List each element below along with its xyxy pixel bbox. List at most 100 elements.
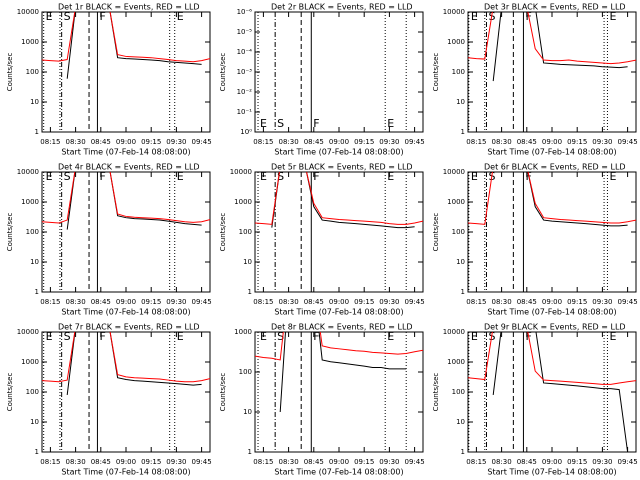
y-tick-label: 1000 — [21, 358, 39, 366]
x-tick-label: 09:30 — [592, 458, 612, 466]
event-marker-label: E — [260, 117, 267, 130]
event-marker-label: F — [99, 330, 105, 343]
x-tick-label: 08:45 — [517, 458, 537, 466]
y-tick-label: 1000 — [447, 38, 465, 46]
y-tick-label: 1 — [461, 448, 465, 456]
y-axis-label: Counts/sec — [219, 373, 227, 412]
y-tick-label: 1 — [248, 448, 252, 456]
x-tick-label: 09:15 — [354, 458, 374, 466]
y-tick-label: 100 — [452, 68, 465, 76]
x-tick-label: 09:15 — [567, 138, 587, 146]
x-tick-label: 08:15 — [40, 138, 60, 146]
event-marker-label: E — [260, 330, 267, 343]
y-tick-label: 100 — [239, 368, 252, 376]
x-tick-label: 09:45 — [192, 138, 212, 146]
chart-title: Det 7r BLACK = Events, RED = LLD — [58, 323, 200, 332]
x-tick-label: 09:30 — [379, 458, 399, 466]
y-tick-label: 10000 — [17, 328, 39, 336]
series-line — [468, 332, 636, 385]
chart-title: Det 2r BLACK = Events, RED = LLD — [271, 3, 413, 12]
event-marker-label: E — [387, 330, 394, 343]
event-marker-label: E — [471, 170, 478, 183]
y-axis-label: Counts/sec — [432, 213, 440, 252]
y-tick-label: 10⁰ — [240, 128, 252, 136]
x-tick-label: 09:00 — [542, 138, 562, 146]
x-tick-label: 09:30 — [592, 138, 612, 146]
x-tick-label: 09:00 — [329, 458, 349, 466]
event-marker-label: S — [277, 117, 284, 130]
x-axis-label: Start Time (07-Feb-14 08:08:00) — [274, 148, 403, 157]
y-axis-label: Counts/sec — [6, 213, 14, 252]
series-line — [255, 332, 423, 361]
y-tick-label: 10⁻¹ — [237, 108, 253, 116]
y-tick-label: 1 — [35, 128, 39, 136]
x-axis-label: Start Time (07-Feb-14 08:08:00) — [274, 468, 403, 477]
event-marker-label: E — [471, 10, 478, 23]
x-tick-label: 09:30 — [379, 298, 399, 306]
x-tick-label: 09:30 — [166, 458, 186, 466]
series-line — [468, 12, 636, 65]
x-tick-label: 08:45 — [304, 458, 324, 466]
chart-title: Det 5r BLACK = Events, RED = LLD — [271, 163, 413, 172]
x-axis-label: Start Time (07-Feb-14 08:08:00) — [61, 308, 190, 317]
y-tick-label: 10 — [30, 98, 39, 106]
event-marker-label: F — [99, 10, 105, 23]
y-tick-label: 10000 — [17, 168, 39, 176]
x-tick-label: 09:15 — [141, 298, 161, 306]
x-tick-label: 08:30 — [66, 298, 86, 306]
event-marker-label: F — [313, 170, 319, 183]
x-tick-label: 09:30 — [166, 138, 186, 146]
chart-title: Det 8r BLACK = Events, RED = LLD — [271, 323, 413, 332]
event-marker-label: S — [64, 330, 71, 343]
y-tick-label: 10 — [243, 258, 252, 266]
event-marker-label: E — [177, 330, 184, 343]
y-tick-label: 1000 — [234, 198, 252, 206]
x-tick-label: 08:15 — [466, 458, 486, 466]
y-tick-label: 1000 — [21, 38, 39, 46]
y-axis-label: Counts/sec — [6, 53, 14, 92]
y-axis-label: Counts/sec — [219, 53, 227, 92]
x-tick-label: 09:15 — [141, 138, 161, 146]
y-tick-label: 10⁻⁶ — [237, 8, 253, 16]
y-tick-label: 100 — [452, 228, 465, 236]
x-tick-label: 08:45 — [304, 298, 324, 306]
x-tick-label: 08:30 — [66, 138, 86, 146]
event-marker-label: E — [46, 170, 53, 183]
y-tick-label: 1 — [35, 448, 39, 456]
x-tick-label: 08:45 — [91, 298, 111, 306]
y-axis-label: Counts/sec — [432, 373, 440, 412]
chart-title: Det 9r BLACK = Events, RED = LLD — [484, 323, 626, 332]
event-marker-label: S — [277, 330, 284, 343]
x-tick-label: 09:45 — [405, 138, 425, 146]
y-tick-label: 10000 — [443, 328, 465, 336]
y-tick-label: 1000 — [447, 358, 465, 366]
series-line — [279, 332, 407, 413]
series-line — [42, 12, 210, 63]
series-line — [66, 12, 202, 79]
event-marker-label: E — [609, 170, 616, 183]
x-tick-label: 08:15 — [466, 298, 486, 306]
y-tick-label: 100 — [26, 68, 39, 76]
x-tick-label: 09:15 — [354, 298, 374, 306]
x-tick-label: 08:45 — [517, 138, 537, 146]
event-marker-label: E — [46, 10, 53, 23]
x-tick-label: 09:00 — [116, 298, 136, 306]
event-marker-label: E — [387, 117, 394, 130]
x-tick-label: 08:45 — [517, 298, 537, 306]
series-line — [271, 172, 415, 229]
y-tick-label: 100 — [239, 228, 252, 236]
x-tick-label: 08:30 — [492, 138, 512, 146]
x-tick-label: 09:45 — [618, 458, 638, 466]
x-tick-label: 08:15 — [253, 458, 273, 466]
y-tick-label: 1 — [35, 288, 39, 296]
event-marker-label: F — [99, 170, 105, 183]
y-tick-label: 10 — [456, 98, 465, 106]
x-tick-label: 08:30 — [492, 458, 512, 466]
y-tick-label: 10⁻⁵ — [237, 28, 253, 36]
event-marker-label: E — [609, 10, 616, 23]
x-tick-label: 08:15 — [40, 298, 60, 306]
x-tick-label: 09:45 — [192, 298, 212, 306]
x-tick-label: 09:15 — [567, 458, 587, 466]
x-tick-label: 09:15 — [567, 298, 587, 306]
y-tick-label: 10 — [30, 418, 39, 426]
